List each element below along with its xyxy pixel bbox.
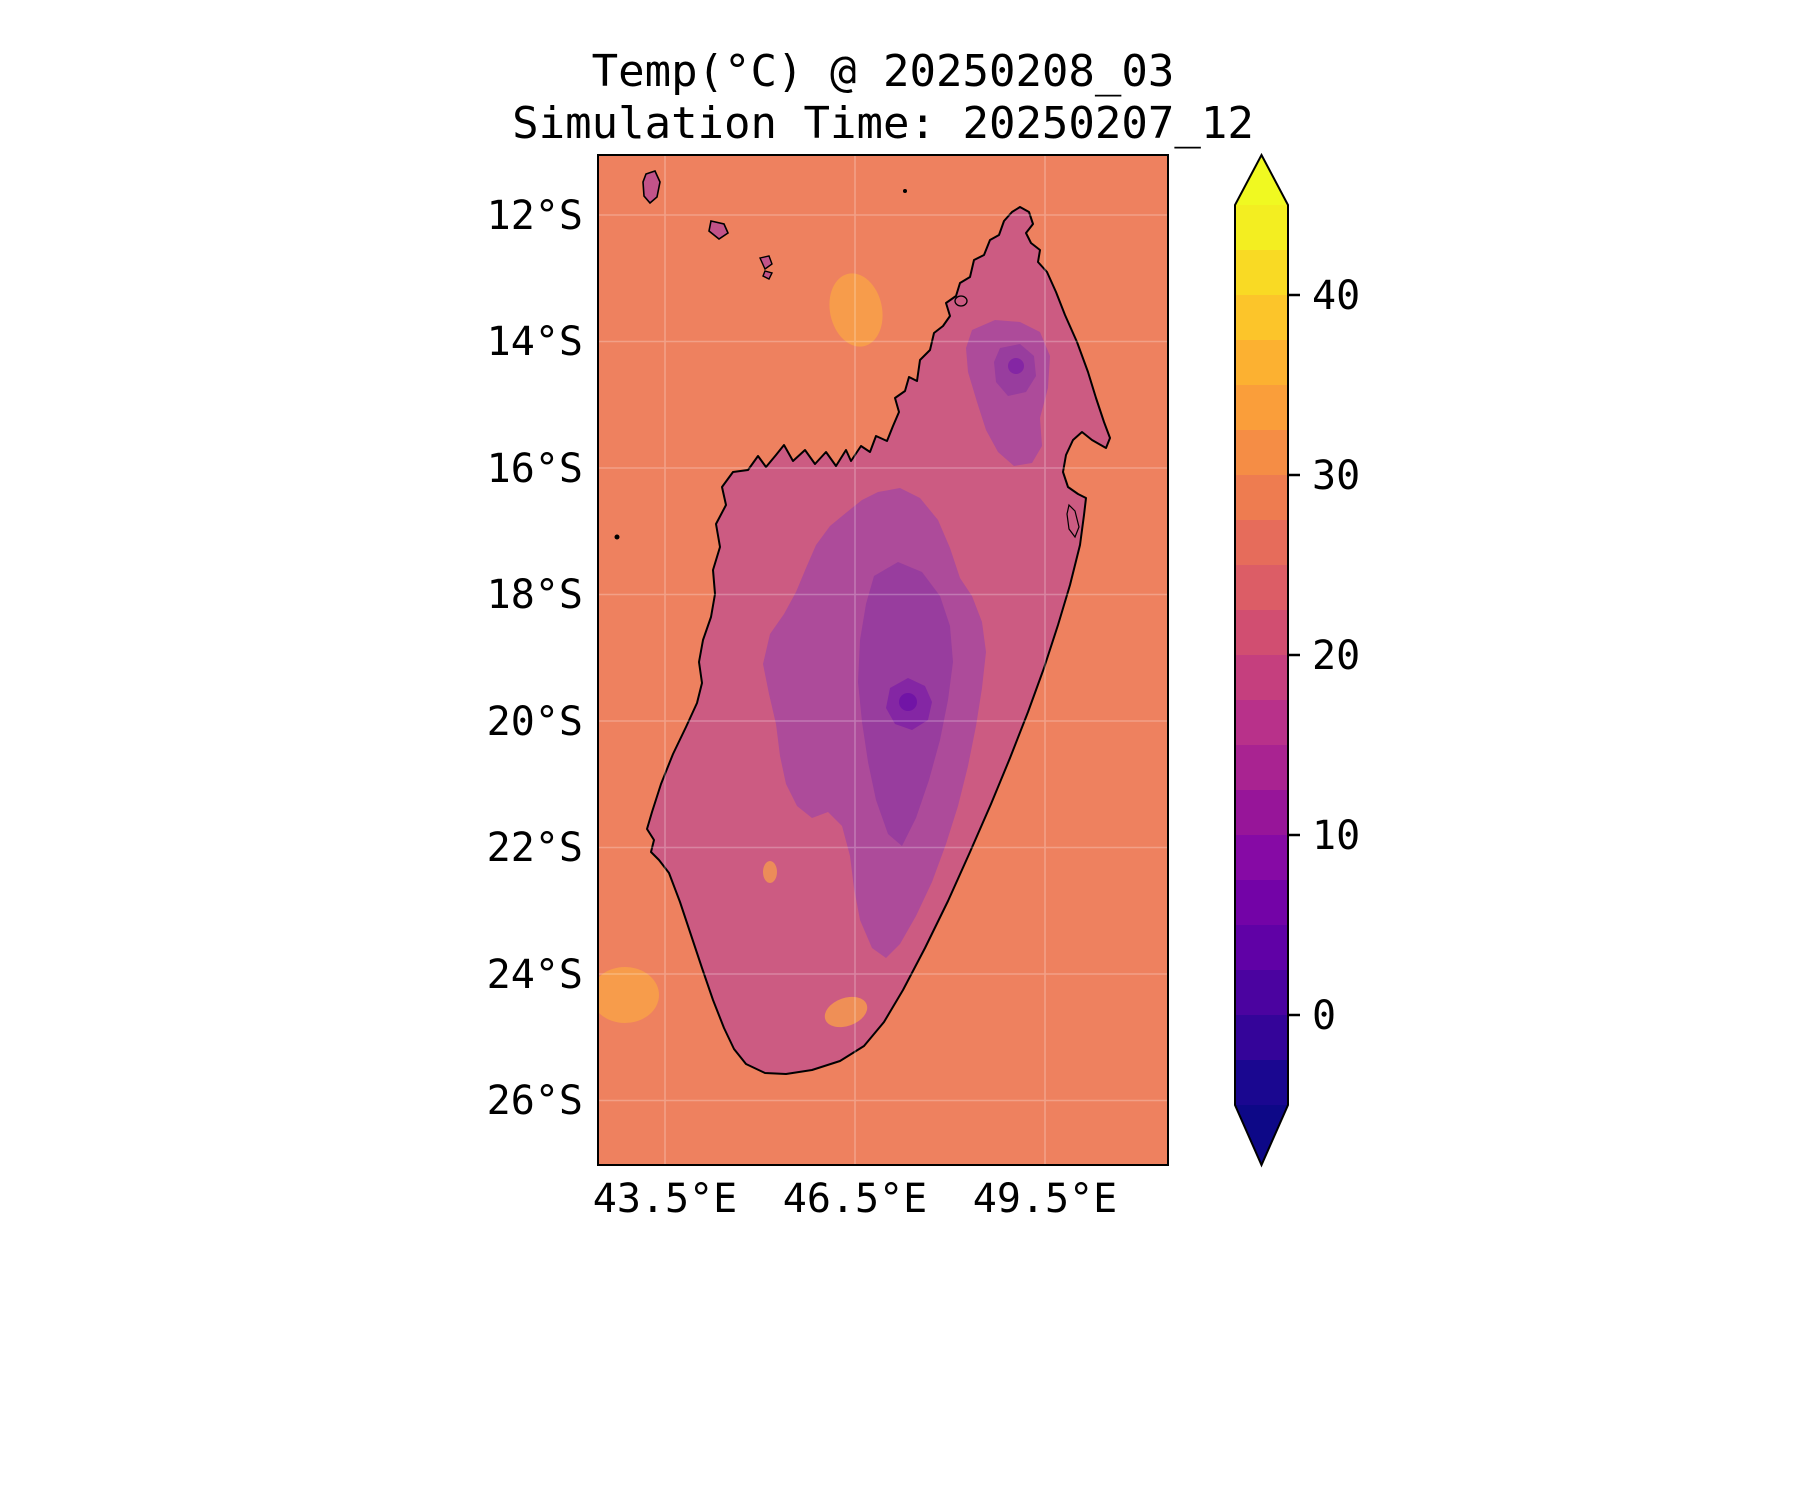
plot-subtitle: Simulation Time: 20250207_12 [512, 98, 1254, 149]
sainte-marie-island [1066, 503, 1080, 539]
colorbar-tick-label-0: 0 [1312, 993, 1336, 1039]
colorbar-band-7 [1235, 520, 1288, 565]
y-axis-labels: 12°S 14°S 16°S 18°S 20°S 22°S 24°S 26°S [487, 193, 583, 1124]
y-tick-label-16s: 16°S [487, 446, 583, 492]
y-tick-label-14s: 14°S [487, 319, 583, 365]
warm-patch-offshore-southwest [598, 967, 659, 1023]
colorbar-band-3 [1235, 340, 1288, 385]
islet-dot-west [614, 534, 620, 540]
colorbar-band-16 [1235, 925, 1288, 970]
northeast-cold-spot-contour [1008, 358, 1024, 374]
colorbar-band-18 [1235, 1015, 1288, 1060]
colorbar-band-15 [1235, 880, 1288, 925]
colorbar-band-11 [1235, 700, 1288, 745]
colorbar-tick-label-30: 30 [1312, 453, 1360, 499]
colorbar-tick-label-10: 10 [1312, 813, 1360, 859]
graticule [598, 155, 1168, 1165]
colorbar-tick-label-40: 40 [1312, 273, 1360, 319]
islet-dot-north [903, 189, 907, 193]
cold-core-contour [899, 693, 917, 711]
colorbar-arrow-under [1235, 1105, 1288, 1165]
y-tick-label-12s: 12°S [487, 193, 583, 239]
colorbar-band-6 [1235, 475, 1288, 520]
colorbar-band-10 [1235, 655, 1288, 700]
x-tick-label-49-5e: 49.5°E [973, 1176, 1118, 1222]
x-tick-label-46-5e: 46.5°E [783, 1176, 928, 1222]
warm-patch-south-coast [824, 996, 868, 1028]
colorbar-band-8 [1235, 565, 1288, 610]
colorbar-band-17 [1235, 970, 1288, 1015]
colorbar-band-14 [1235, 835, 1288, 880]
colorbar-arrow-over [1235, 155, 1288, 205]
y-tick-label-18s: 18°S [487, 572, 583, 618]
y-tick-label-22s: 22°S [487, 825, 583, 871]
colorbar-band-12 [1235, 745, 1288, 790]
colorbar-outline [1234, 152, 1289, 1168]
comoros-island-2 [708, 220, 730, 240]
warm-patch-southwest-coast [763, 861, 777, 883]
y-tick-label-26s: 26°S [487, 1078, 583, 1124]
colorbar-band-13 [1235, 790, 1288, 835]
colorbar-band-1 [1235, 250, 1288, 295]
colorbar-band-9 [1235, 610, 1288, 655]
nosy-be-island [954, 295, 968, 307]
comoros-island-4 [762, 270, 774, 280]
map-panel [598, 155, 1168, 1165]
colorbar-band-5 [1235, 430, 1288, 475]
plot-title: Temp(°C) @ 20250208_03 [592, 46, 1175, 97]
colorbar-band-19 [1235, 1060, 1288, 1105]
y-tick-label-20s: 20°S [487, 699, 583, 745]
x-tick-label-43-5e: 43.5°E [593, 1176, 738, 1222]
colorbar: 40 30 20 10 0 [1234, 152, 1360, 1168]
x-axis-labels: 43.5°E 46.5°E 49.5°E [593, 1176, 1118, 1222]
colorbar-band-0 [1235, 205, 1288, 250]
colorbar-band-2 [1235, 295, 1288, 340]
y-tick-label-24s: 24°S [487, 952, 583, 998]
comoros-island-3 [759, 255, 773, 271]
colorbar-band-4 [1235, 385, 1288, 430]
warm-patch-offshore-northwest [829, 273, 883, 347]
comoros-island-1 [642, 170, 661, 205]
plot-border [597, 154, 1169, 1166]
colorbar-ticks [1288, 293, 1300, 1017]
colorbar-tick-label-20: 20 [1312, 633, 1360, 679]
